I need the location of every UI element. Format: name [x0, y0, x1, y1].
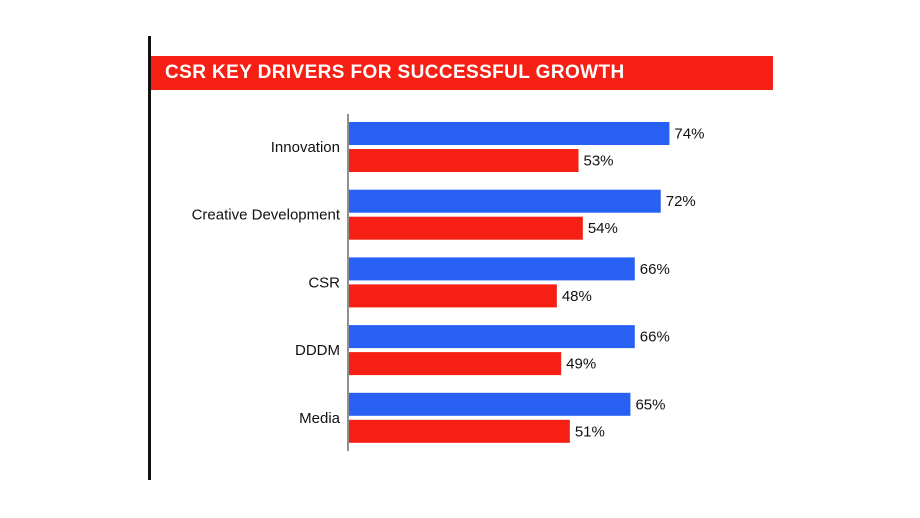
- bar-value-label: 65%: [635, 396, 665, 413]
- category-label: Innovation: [271, 139, 340, 156]
- category-label: Creative Development: [192, 207, 341, 224]
- bar-value-label: 48%: [562, 288, 592, 305]
- bar-value-label: 49%: [566, 356, 596, 373]
- left-accent-rule: [148, 36, 151, 480]
- bar-value-label: 66%: [640, 329, 670, 346]
- bar-series-2: [349, 352, 562, 376]
- bar-value-label: 51%: [575, 423, 605, 440]
- bar-series-2: [349, 149, 579, 172]
- bar-series-2: [349, 216, 583, 240]
- bar-value-label: 54%: [588, 220, 618, 237]
- bar-value-label: 74%: [674, 126, 704, 143]
- category-label: DDDM: [295, 342, 340, 359]
- category-label: Media: [299, 410, 341, 427]
- chart-title-bar: CSR KEY DRIVERS FOR SUCCESSFUL GROWTH: [151, 56, 773, 90]
- bar-value-label: 66%: [640, 261, 670, 278]
- chart-title: CSR KEY DRIVERS FOR SUCCESSFUL GROWTH: [165, 62, 625, 83]
- bar-series-1: [349, 122, 670, 145]
- category-label: CSR: [308, 274, 340, 291]
- bar-value-label: 72%: [666, 193, 696, 210]
- bar-series-2: [349, 284, 557, 308]
- bar-series-2: [349, 419, 570, 443]
- bar-series-1: [349, 392, 631, 416]
- bar-value-label: 53%: [583, 153, 613, 170]
- bar-series-1: [349, 189, 661, 213]
- bar-series-1: [349, 257, 635, 281]
- bar-series-1: [349, 325, 635, 349]
